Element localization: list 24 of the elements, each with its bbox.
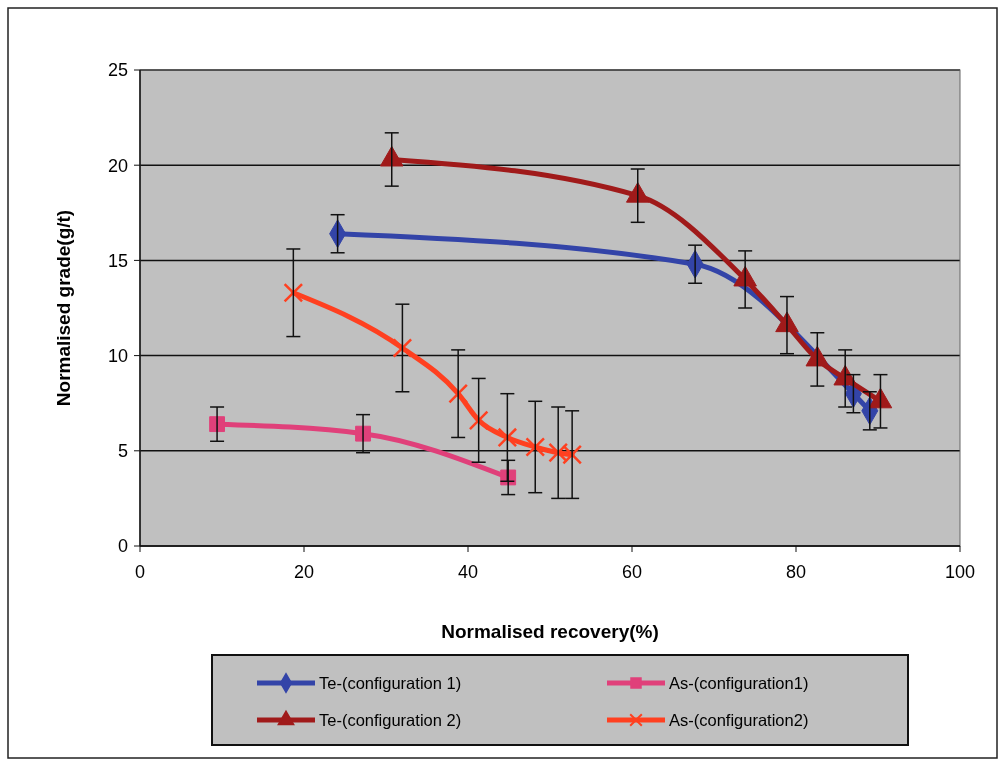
x-tick-label: 0 [134,562,146,582]
y-tick-label: 15 [107,250,128,271]
y-tick-label: 5 [117,441,128,462]
x-tick-label: 80 [785,562,807,582]
point [283,282,304,303]
y-tick-label: 0 [117,536,128,557]
y-tick-label: 25 [107,60,128,81]
x-tick-label: 100 [944,562,976,582]
point [625,182,650,203]
x-tick-label: 40 [457,562,479,582]
point [379,145,404,167]
legend-label: As-(configuration1) [669,673,809,692]
legend-label: Te-(configuration 2) [319,710,462,729]
point [497,427,518,448]
point [392,338,413,358]
x-tick-label: 20 [293,562,315,582]
legend-label: As-(configuration2) [669,710,809,729]
point [468,410,489,431]
x-tick-label: 60 [621,562,643,582]
y-tick-label: 20 [107,155,128,176]
y-axis-title: Normalised grade(g/t) [53,209,74,407]
x-axis-title: Normalised recovery(%) [441,621,659,642]
y-tick-label: 10 [107,345,128,366]
legend-label: Te-(configuration 1) [319,673,462,692]
